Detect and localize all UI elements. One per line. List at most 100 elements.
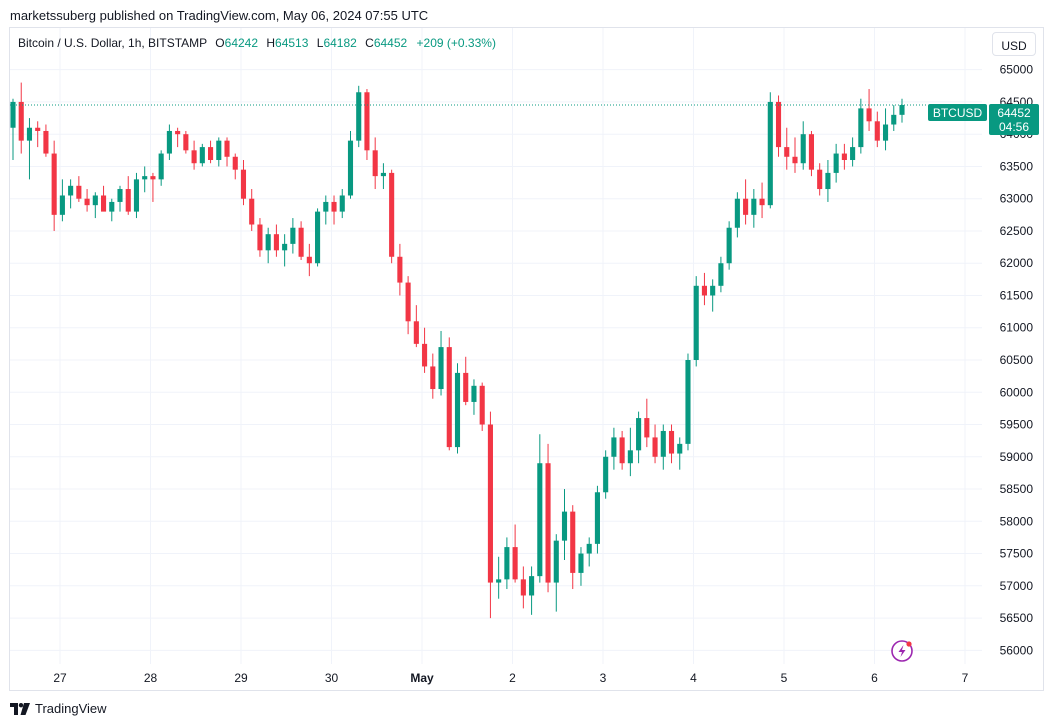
- candle-body: [882, 124, 889, 141]
- candle-up: [693, 276, 699, 367]
- candle-body: [257, 224, 263, 251]
- time-tick-label: 4: [690, 671, 697, 685]
- legend-open-label: O: [215, 36, 225, 50]
- candle-body: [454, 372, 461, 448]
- candle-body: [603, 456, 609, 493]
- legend-low-label: L: [316, 36, 324, 50]
- time-tick-label: 6: [871, 671, 878, 685]
- candle-body: [92, 195, 98, 206]
- price-tick-label: 65000: [1000, 63, 1034, 77]
- time-tick-label: 30: [325, 671, 339, 685]
- candle-up: [496, 556, 502, 599]
- candle-body: [784, 147, 790, 157]
- candle-body: [512, 547, 518, 580]
- candle-body: [232, 156, 238, 170]
- legend-close-label: C: [365, 36, 374, 50]
- candle-body: [117, 189, 123, 202]
- candle-body: [718, 263, 724, 286]
- candle-down: [175, 127, 181, 148]
- candle-down: [512, 524, 518, 583]
- price-tick-label: 60000: [1000, 385, 1034, 399]
- candle-body: [356, 92, 362, 141]
- candle-down: [397, 243, 403, 296]
- price-tick-label: 61500: [1000, 288, 1034, 302]
- candle-up: [265, 227, 271, 264]
- candle-up: [710, 279, 716, 312]
- candle-up: [10, 98, 16, 160]
- candle-body: [133, 179, 140, 212]
- candle-body: [282, 243, 288, 251]
- candles: [10, 82, 905, 619]
- candle-up: [109, 198, 115, 222]
- candle-body: [438, 347, 444, 390]
- legend: Bitcoin / U.S. Dollar, 1h, BITSTAMP O642…: [18, 36, 496, 50]
- candle-body: [767, 101, 773, 206]
- candle-up: [718, 256, 724, 293]
- candle-down: [150, 172, 156, 202]
- candle-body: [808, 134, 815, 170]
- candle-up: [92, 192, 98, 219]
- candle-up: [899, 98, 905, 123]
- candle-down: [759, 182, 765, 219]
- candle-up: [627, 427, 633, 477]
- legend-high-label: H: [266, 36, 276, 50]
- candle-body: [51, 153, 57, 215]
- footer-brand[interactable]: TradingView: [10, 701, 107, 716]
- candle-down: [487, 411, 493, 619]
- candle-up: [282, 234, 288, 267]
- candle-body: [800, 134, 806, 164]
- price-tag-price: 64452: [997, 106, 1031, 120]
- candle-down: [701, 272, 707, 306]
- candle-down: [35, 121, 41, 148]
- candle-up: [858, 98, 864, 154]
- legend-low-value: 64182: [323, 36, 357, 50]
- candle-down: [808, 130, 815, 177]
- candle-up: [586, 537, 592, 567]
- candle-body: [677, 443, 683, 454]
- candle-body: [380, 172, 386, 177]
- price-tick-label: 57500: [1000, 547, 1034, 561]
- candle-down: [413, 305, 419, 348]
- candle-up: [800, 121, 806, 170]
- tradingview-logo-icon: [10, 702, 30, 715]
- legend-high-value: 64513: [275, 36, 309, 50]
- candle-body: [660, 430, 666, 457]
- candle-up: [882, 108, 889, 151]
- candle-body: [874, 121, 880, 141]
- price-tag: BTCUSD 64452 04:56: [928, 104, 1039, 135]
- candle-down: [841, 143, 847, 170]
- candle-body: [586, 543, 592, 554]
- candle-body: [545, 463, 551, 583]
- candle-down: [372, 137, 378, 190]
- price-tick-label: 59000: [1000, 450, 1034, 464]
- candle-body: [685, 360, 691, 444]
- price-tick-label: 58500: [1000, 482, 1034, 496]
- legend-change: +209 (+0.33%): [416, 36, 496, 50]
- candle-body: [471, 385, 477, 402]
- candle-down: [817, 163, 823, 196]
- candle-down: [306, 243, 312, 277]
- currency-button[interactable]: USD: [992, 32, 1036, 56]
- candle-body: [430, 366, 436, 390]
- candle-body: [701, 285, 707, 296]
- candle-down: [644, 398, 650, 448]
- candle-body: [68, 185, 74, 196]
- lightning-icon[interactable]: [891, 640, 913, 662]
- candle-body: [644, 418, 650, 438]
- candle-down: [273, 224, 279, 257]
- chart-frame: [9, 27, 1044, 691]
- candle-body: [150, 176, 156, 180]
- candle-body: [35, 127, 41, 131]
- candle-up: [850, 137, 856, 167]
- candle-down: [652, 424, 658, 464]
- time-tick-label: 5: [781, 671, 788, 685]
- candle-down: [249, 189, 255, 231]
- candle-body: [323, 201, 329, 212]
- candle-body: [841, 153, 847, 160]
- candle-body: [627, 450, 633, 464]
- candle-body: [537, 463, 543, 577]
- price-tick-label: 61000: [1000, 321, 1034, 335]
- candle-up: [578, 547, 584, 586]
- candle-down: [545, 443, 551, 593]
